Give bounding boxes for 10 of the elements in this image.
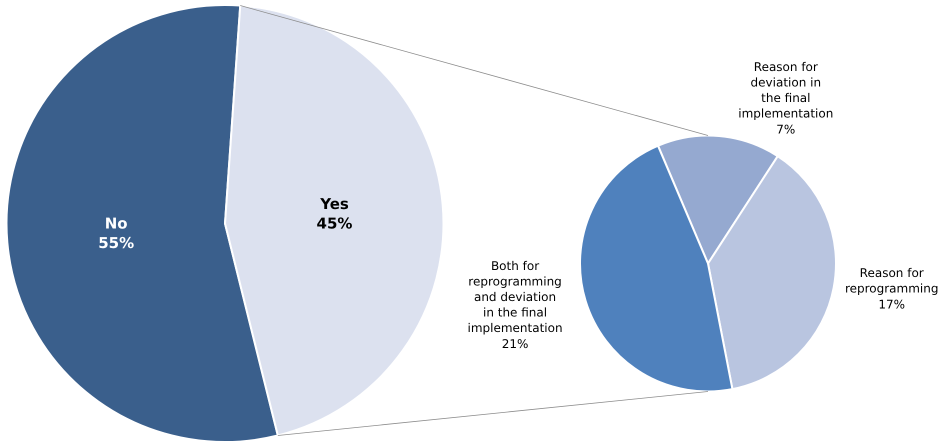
data-label: 55%	[98, 234, 134, 252]
slice-label: Reason for deviation in the final implementation	[738, 60, 834, 121]
slice-label: Reason for reprogramming	[844, 266, 938, 296]
slice-label: No	[104, 214, 128, 232]
data-label: 7%	[776, 122, 796, 136]
slice-label: Yes	[319, 195, 349, 214]
data-label: 21%	[502, 336, 528, 351]
data-label: 45%	[316, 214, 352, 233]
slice-label: Both for reprogramming and deviation in the final implementation	[468, 258, 563, 336]
data-label: 17%	[878, 297, 906, 312]
